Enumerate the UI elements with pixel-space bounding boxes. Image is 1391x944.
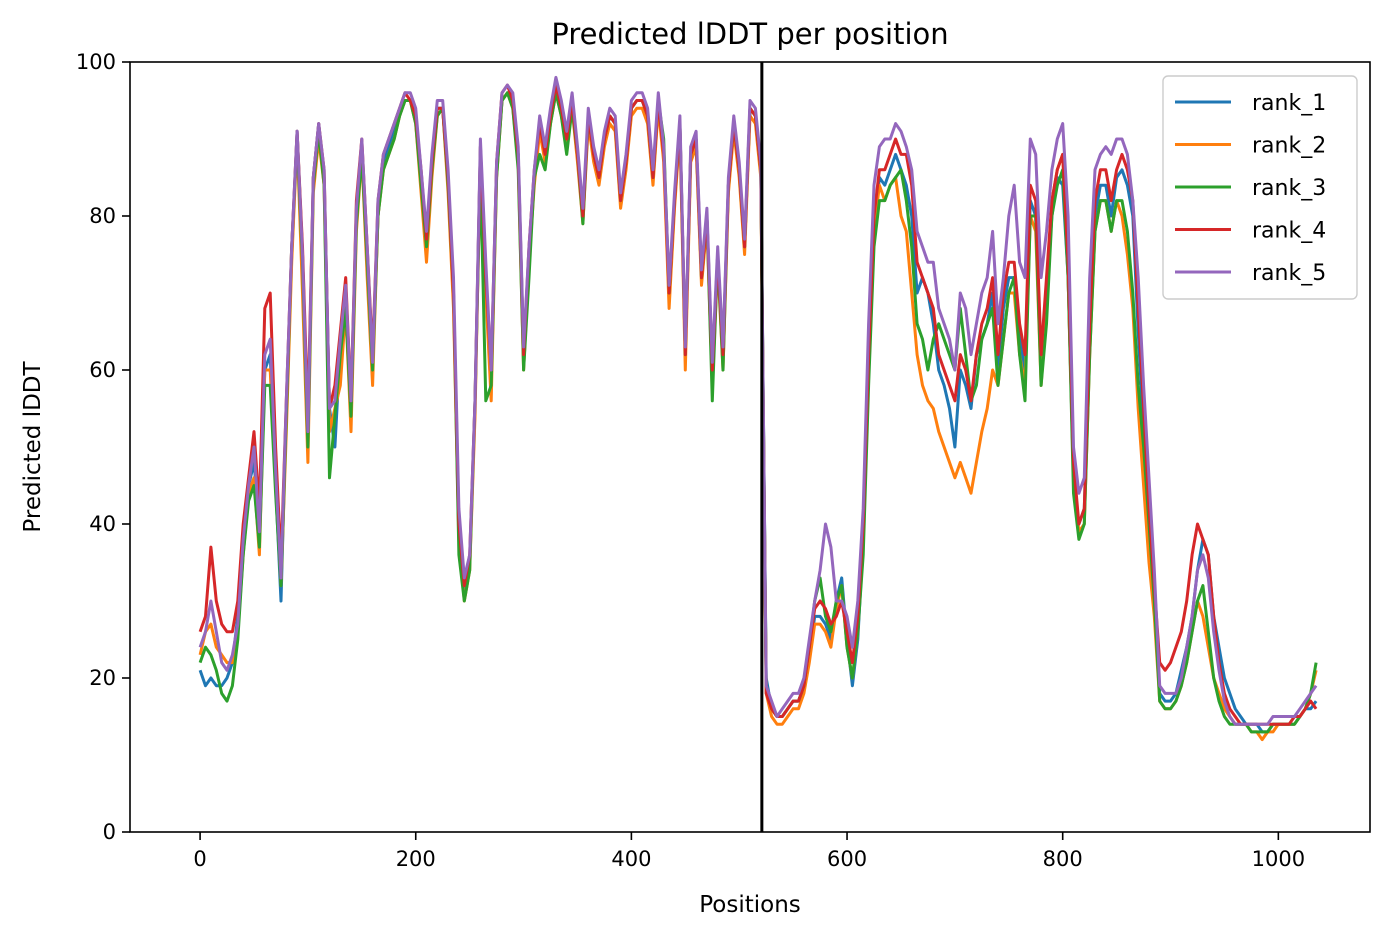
x-tick-label: 1000 [1252,847,1305,871]
y-axis: 0 20 40 60 80 100 [76,50,130,844]
legend-label-rank_5: rank_5 [1252,261,1326,286]
x-tick-label: 800 [1043,847,1083,871]
chart-title: Predicted lDDT per position [551,17,948,51]
legend-label-rank_3: rank_3 [1252,176,1326,201]
y-tick-label: 40 [89,512,116,536]
series-line-rank_5 [198,75,1318,726]
legend: rank_1 rank_2 rank_3 rank_4 rank_5 [1162,75,1358,300]
x-tick-label: 600 [827,847,867,871]
x-axis: 0 200 400 600 800 1000 [193,832,1305,871]
x-tick-label: 400 [611,847,651,871]
y-tick-label: 20 [89,666,116,690]
x-tick-label: 0 [193,847,206,871]
y-tick-label: 0 [103,820,116,844]
plot-frame [129,61,1371,833]
y-tick-label: 80 [89,204,116,228]
legend-label-rank_2: rank_2 [1252,134,1326,159]
legend-box [1162,75,1358,300]
y-tick-label: 100 [76,50,116,74]
y-tick-label: 60 [89,358,116,382]
x-tick-label: 200 [396,847,436,871]
series-lines [198,75,1318,742]
y-axis-label: Predicted lDDT [20,360,46,532]
x-axis-label: Positions [699,892,801,918]
legend-label-rank_1: rank_1 [1252,91,1326,116]
legend-label-rank_4: rank_4 [1252,219,1326,244]
